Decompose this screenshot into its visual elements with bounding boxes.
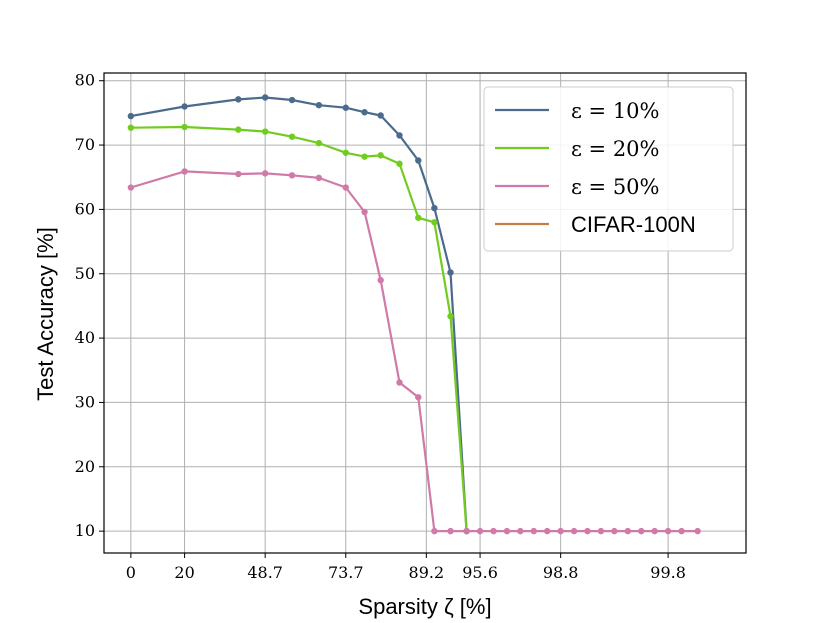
data-point <box>342 104 349 111</box>
data-point <box>235 96 242 103</box>
data-point <box>342 149 349 156</box>
data-point <box>490 527 497 535</box>
legend-entry-label: CIFAR-100N <box>571 212 696 237</box>
x-axis-label: Sparsity ζ [%] <box>358 594 491 619</box>
data-point <box>288 172 296 179</box>
y-tick-label: 80 <box>75 71 95 90</box>
x-tick-label: 20 <box>174 563 194 582</box>
data-point <box>396 132 403 139</box>
data-point <box>431 527 438 535</box>
data-point <box>377 276 384 284</box>
data-point <box>261 128 269 135</box>
data-point <box>431 219 438 226</box>
data-point <box>315 174 323 182</box>
data-point <box>570 527 578 535</box>
y-tick-label: 30 <box>75 392 95 411</box>
legend-entry-label: ε = 50% <box>571 175 660 199</box>
data-point <box>584 527 591 535</box>
x-tick-label: 89.2 <box>409 563 445 582</box>
data-point <box>476 527 484 535</box>
data-point <box>415 214 422 221</box>
data-point <box>447 269 454 276</box>
x-tick-label: 98.8 <box>543 563 579 582</box>
y-tick-label: 10 <box>75 521 95 540</box>
data-point <box>396 160 403 167</box>
data-point <box>377 152 384 159</box>
data-point <box>181 123 188 131</box>
x-tick-label: 95.6 <box>462 563 498 582</box>
data-point <box>530 527 537 535</box>
series-line-2 <box>130 125 468 532</box>
data-point <box>415 394 422 401</box>
x-tick-label: 0 <box>126 563 136 582</box>
data-point <box>377 112 384 119</box>
data-point <box>396 379 403 386</box>
data-point <box>127 112 135 120</box>
y-tick-label: 60 <box>75 199 95 218</box>
data-point <box>611 527 618 535</box>
series-line-1 <box>130 96 468 532</box>
data-point <box>463 527 470 535</box>
data-point <box>597 527 605 535</box>
legend-entry-label: ε = 10% <box>571 99 660 123</box>
data-point <box>315 139 323 147</box>
data-point <box>544 527 551 535</box>
x-tick-label: 99.8 <box>650 563 686 582</box>
data-point <box>447 527 454 535</box>
data-point <box>517 527 524 535</box>
data-point <box>624 527 632 535</box>
data-point <box>288 133 296 140</box>
data-point <box>127 184 135 191</box>
data-point <box>638 527 645 535</box>
data-point <box>288 96 296 104</box>
data-point <box>235 126 242 133</box>
y-tick-label: 40 <box>75 328 95 347</box>
y-tick-label: 70 <box>75 135 95 154</box>
data-point <box>415 157 422 164</box>
data-point <box>447 313 454 320</box>
data-point <box>651 527 658 535</box>
data-point <box>361 208 368 216</box>
data-point <box>235 170 242 178</box>
data-point <box>664 527 672 535</box>
y-axis-label: Test Accuracy [%] <box>33 227 58 401</box>
y-tick-label: 50 <box>75 264 95 283</box>
legend: ε = 10% ε = 20% ε = 50% CIFAR-100N <box>483 86 734 252</box>
data-point <box>557 527 564 535</box>
series-group <box>127 94 701 535</box>
data-point <box>127 124 135 131</box>
data-point <box>431 204 438 212</box>
data-point <box>261 94 269 101</box>
legend-box <box>483 86 734 252</box>
y-tick-label: 20 <box>75 457 95 476</box>
plot-frame <box>103 72 747 554</box>
legend-entry-label: ε = 20% <box>571 137 660 161</box>
data-point <box>315 101 323 109</box>
data-point <box>181 103 188 110</box>
x-tick-label: 48.7 <box>247 563 283 582</box>
data-point <box>181 168 188 175</box>
x-tick-label: 73.7 <box>328 563 364 582</box>
data-point <box>361 109 368 116</box>
data-point <box>261 170 269 177</box>
data-point <box>694 527 701 535</box>
data-point <box>678 527 685 535</box>
data-point <box>361 153 368 160</box>
tick-group: 0 20 48.7 73.7 89.2 95.6 98.8 99.8 10 20 30 40 50 60 7… <box>75 71 686 582</box>
data-point <box>342 184 349 191</box>
data-point <box>503 527 511 535</box>
